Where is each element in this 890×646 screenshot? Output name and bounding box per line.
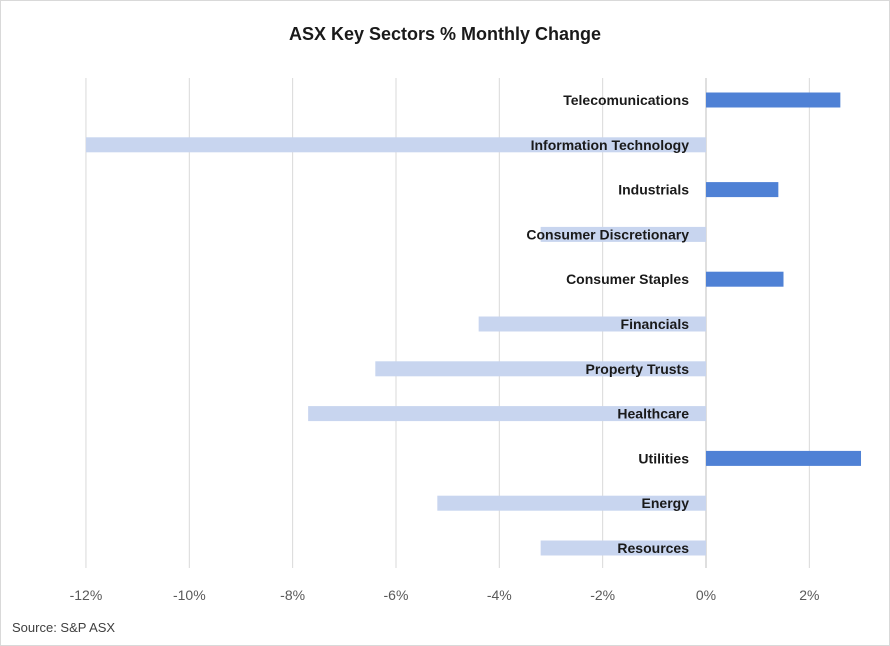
category-label: Telecomunications [563, 92, 689, 108]
bar [85, 137, 706, 153]
bar [706, 92, 841, 108]
x-tick-label: -8% [280, 587, 305, 603]
x-tick-labels: -12% -10% -8% -6% -4% -2% 0% 2% [70, 587, 820, 603]
bar [437, 495, 706, 511]
bars [85, 92, 862, 556]
category-label: Consumer Discretionary [526, 226, 689, 242]
bar [308, 406, 706, 422]
category-label: Resources [617, 540, 689, 556]
category-label: Financials [621, 316, 690, 332]
category-label: Information Technology [531, 137, 690, 153]
chart-title: ASX Key Sectors % Monthly Change [288, 24, 602, 44]
x-tick-label: 0% [696, 587, 716, 603]
category-labels: Telecomunications Information Technology I… [526, 92, 689, 556]
category-label: Energy [642, 495, 690, 511]
bar [706, 271, 784, 287]
bar [540, 540, 706, 556]
category-label: Consumer Staples [566, 271, 689, 287]
source-note: Source: S&P ASX [12, 620, 116, 635]
x-tick-label: -4% [487, 587, 512, 603]
bar [706, 450, 862, 466]
category-label: Industrials [618, 182, 689, 198]
category-label: Healthcare [617, 406, 689, 422]
x-tick-label: -12% [70, 587, 103, 603]
x-tick-label: -10% [173, 587, 206, 603]
category-label: Utilities [638, 450, 689, 466]
x-tick-label: -2% [590, 587, 615, 603]
bar [540, 226, 706, 242]
category-label: Property Trusts [586, 361, 690, 377]
bar [375, 361, 706, 377]
x-tick-label: 2% [799, 587, 819, 603]
bar [478, 316, 706, 332]
bar [706, 182, 779, 198]
x-tick-label: -6% [384, 587, 409, 603]
